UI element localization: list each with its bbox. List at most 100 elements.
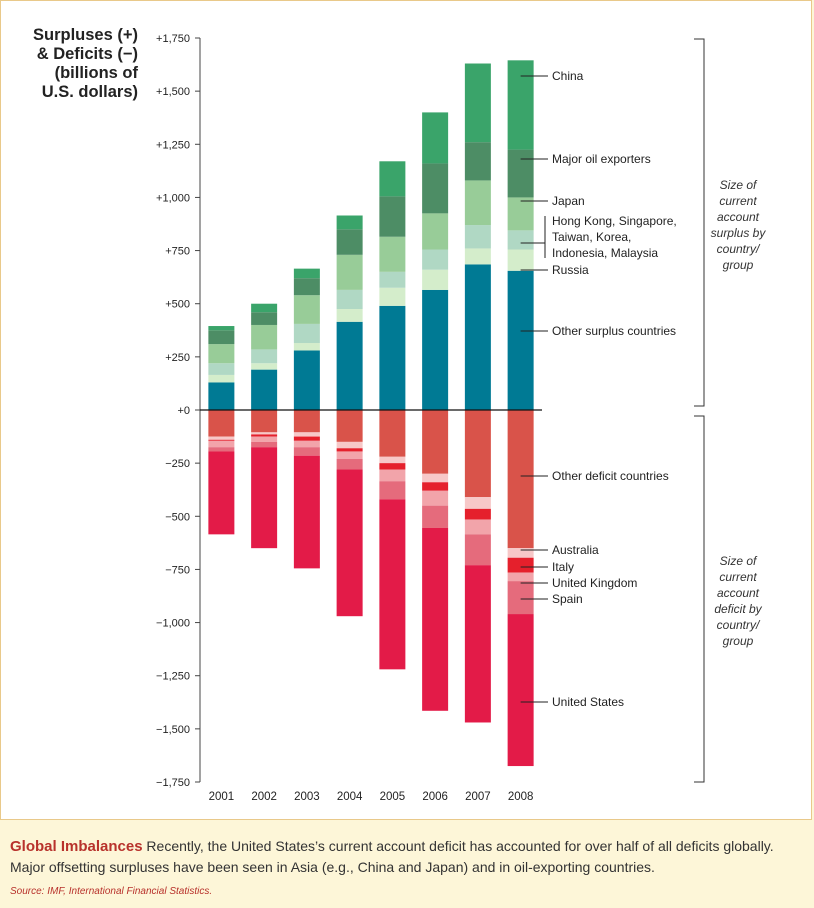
- asia-label-line: Hong Kong, Singapore,: [552, 214, 677, 228]
- y-axis-title-line: Surpluses (+): [33, 26, 138, 44]
- bar-segment-deficit: [379, 463, 406, 470]
- bar-segment-surplus: [507, 197, 534, 231]
- bar-segment-surplus: [293, 268, 320, 279]
- bar-segment-deficit: [208, 440, 235, 448]
- bar-segment-deficit: [208, 439, 235, 441]
- x-tick-label: 2002: [251, 791, 277, 803]
- bar-segment-surplus: [507, 149, 534, 198]
- bar-segment-surplus: [379, 161, 406, 197]
- bar-segment-surplus: [464, 180, 491, 226]
- bar-segment-surplus: [208, 330, 235, 345]
- bar-segment-surplus: [208, 374, 235, 383]
- bar-segment-deficit: [379, 499, 406, 670]
- bar-segment-surplus: [293, 295, 320, 324]
- y-axis-title-line: (billions of: [54, 64, 138, 82]
- bar-segment-surplus: [251, 349, 278, 364]
- bar-segment-deficit: [379, 456, 406, 464]
- bar-segment-deficit: [336, 410, 363, 442]
- bar-segment-surplus: [422, 112, 449, 164]
- other-surplus-label: Other surplus countries: [552, 324, 676, 338]
- y-tick-label: +250: [165, 352, 190, 364]
- bar-segment-deficit: [422, 490, 449, 506]
- bar-segment-deficit: [208, 447, 235, 452]
- bar-segment-surplus: [336, 321, 363, 410]
- bar-segment-deficit: [251, 436, 278, 442]
- bar-segment-deficit: [208, 410, 235, 437]
- united-states-label: United States: [552, 695, 624, 709]
- bar-segment-deficit: [379, 469, 406, 482]
- italy-label: Italy: [552, 560, 574, 574]
- note-line: account: [716, 586, 760, 600]
- bar-segment-deficit: [464, 565, 491, 723]
- bar-segment-deficit: [293, 447, 320, 456]
- bar-segment-surplus: [251, 312, 278, 325]
- other-deficit-label: Other deficit countries: [552, 469, 669, 483]
- bar-segment-surplus: [422, 163, 449, 214]
- bar-segment-deficit: [507, 548, 534, 558]
- russia-label: Russia: [552, 263, 589, 277]
- source-note: Source: IMF, International Financial Sta…: [10, 886, 213, 897]
- bar-segment-deficit: [251, 447, 278, 549]
- note-line: Size of: [719, 178, 757, 192]
- y-tick-label: +1,250: [156, 139, 190, 151]
- x-tick-label: 2007: [465, 791, 491, 803]
- note-line: current: [719, 194, 757, 208]
- note-line: account: [716, 210, 760, 224]
- bar-segment-surplus: [293, 343, 320, 351]
- y-tick-label: −500: [165, 511, 190, 523]
- bar-segment-deficit: [336, 451, 363, 459]
- bar-segment-surplus: [422, 213, 449, 250]
- y-tick-label: −1,500: [156, 724, 190, 736]
- bar-segment-surplus: [251, 303, 278, 313]
- bar-segment-surplus: [379, 287, 406, 306]
- y-tick-label: −1,250: [156, 671, 190, 683]
- bar-segment-deficit: [208, 436, 235, 440]
- bar-segment-surplus: [208, 326, 235, 331]
- bar-segment-surplus: [336, 289, 363, 310]
- bar-segment-deficit: [507, 572, 534, 582]
- y-tick-label: −1,000: [156, 618, 190, 630]
- y-axis-title: Surpluses (+) & Deficits (−) (billions o…: [0, 26, 138, 102]
- bar-segment-deficit: [507, 581, 534, 615]
- bar-segment-surplus: [208, 363, 235, 375]
- bar-segment-surplus: [464, 142, 491, 181]
- y-tick-label: +500: [165, 299, 190, 311]
- bar-segment-surplus: [336, 254, 363, 290]
- y-tick-label: +1,000: [156, 192, 190, 204]
- bar-segment-surplus: [336, 229, 363, 255]
- bar-segment-deficit: [293, 440, 320, 448]
- bar-segment-deficit: [293, 432, 320, 437]
- note-line: surplus by: [710, 226, 766, 240]
- bar-segment-surplus: [507, 60, 534, 150]
- bar-segment-deficit: [422, 473, 449, 483]
- bar-segment-deficit: [422, 410, 449, 474]
- bar-segment-surplus: [464, 225, 491, 249]
- bar-segment-surplus: [336, 309, 363, 322]
- x-tick-label: 2004: [337, 791, 363, 803]
- bar-segment-deficit: [293, 436, 320, 441]
- bar-segment-deficit: [336, 469, 363, 617]
- asia-label-line: Taiwan, Korea,: [552, 230, 631, 244]
- united-kingdom-label: United Kingdom: [552, 576, 637, 590]
- x-tick-label: 2008: [508, 791, 534, 803]
- bar-segment-deficit: [507, 557, 534, 573]
- stacked-bar-chart: +1,750 +1,500 +1,250 +1,000 +750 +500 +250 +0 −2…: [156, 33, 705, 803]
- x-tick-label: 2003: [294, 791, 320, 803]
- figure-caption: Global Imbalances Recently, the United S…: [10, 836, 800, 877]
- asia-label-line: Indonesia, Malaysia: [552, 246, 658, 260]
- y-tick-label: −250: [165, 458, 190, 470]
- bar-segment-surplus: [293, 278, 320, 296]
- bar-segment-surplus: [251, 369, 278, 410]
- note-line: current: [719, 570, 757, 584]
- y-tick-label: −750: [165, 564, 190, 576]
- bar-segment-deficit: [251, 434, 278, 437]
- bar-segment-surplus: [507, 249, 534, 271]
- bar-segment-surplus: [464, 264, 491, 410]
- bar-segment-deficit: [336, 458, 363, 470]
- bar-segment-deficit: [464, 519, 491, 535]
- y-axis-title-line: & Deficits (−): [36, 45, 138, 63]
- bar-segment-deficit: [507, 410, 534, 549]
- bar-segment-deficit: [336, 448, 363, 452]
- x-tick-label: 2005: [380, 791, 406, 803]
- x-tick-label: 2006: [422, 791, 448, 803]
